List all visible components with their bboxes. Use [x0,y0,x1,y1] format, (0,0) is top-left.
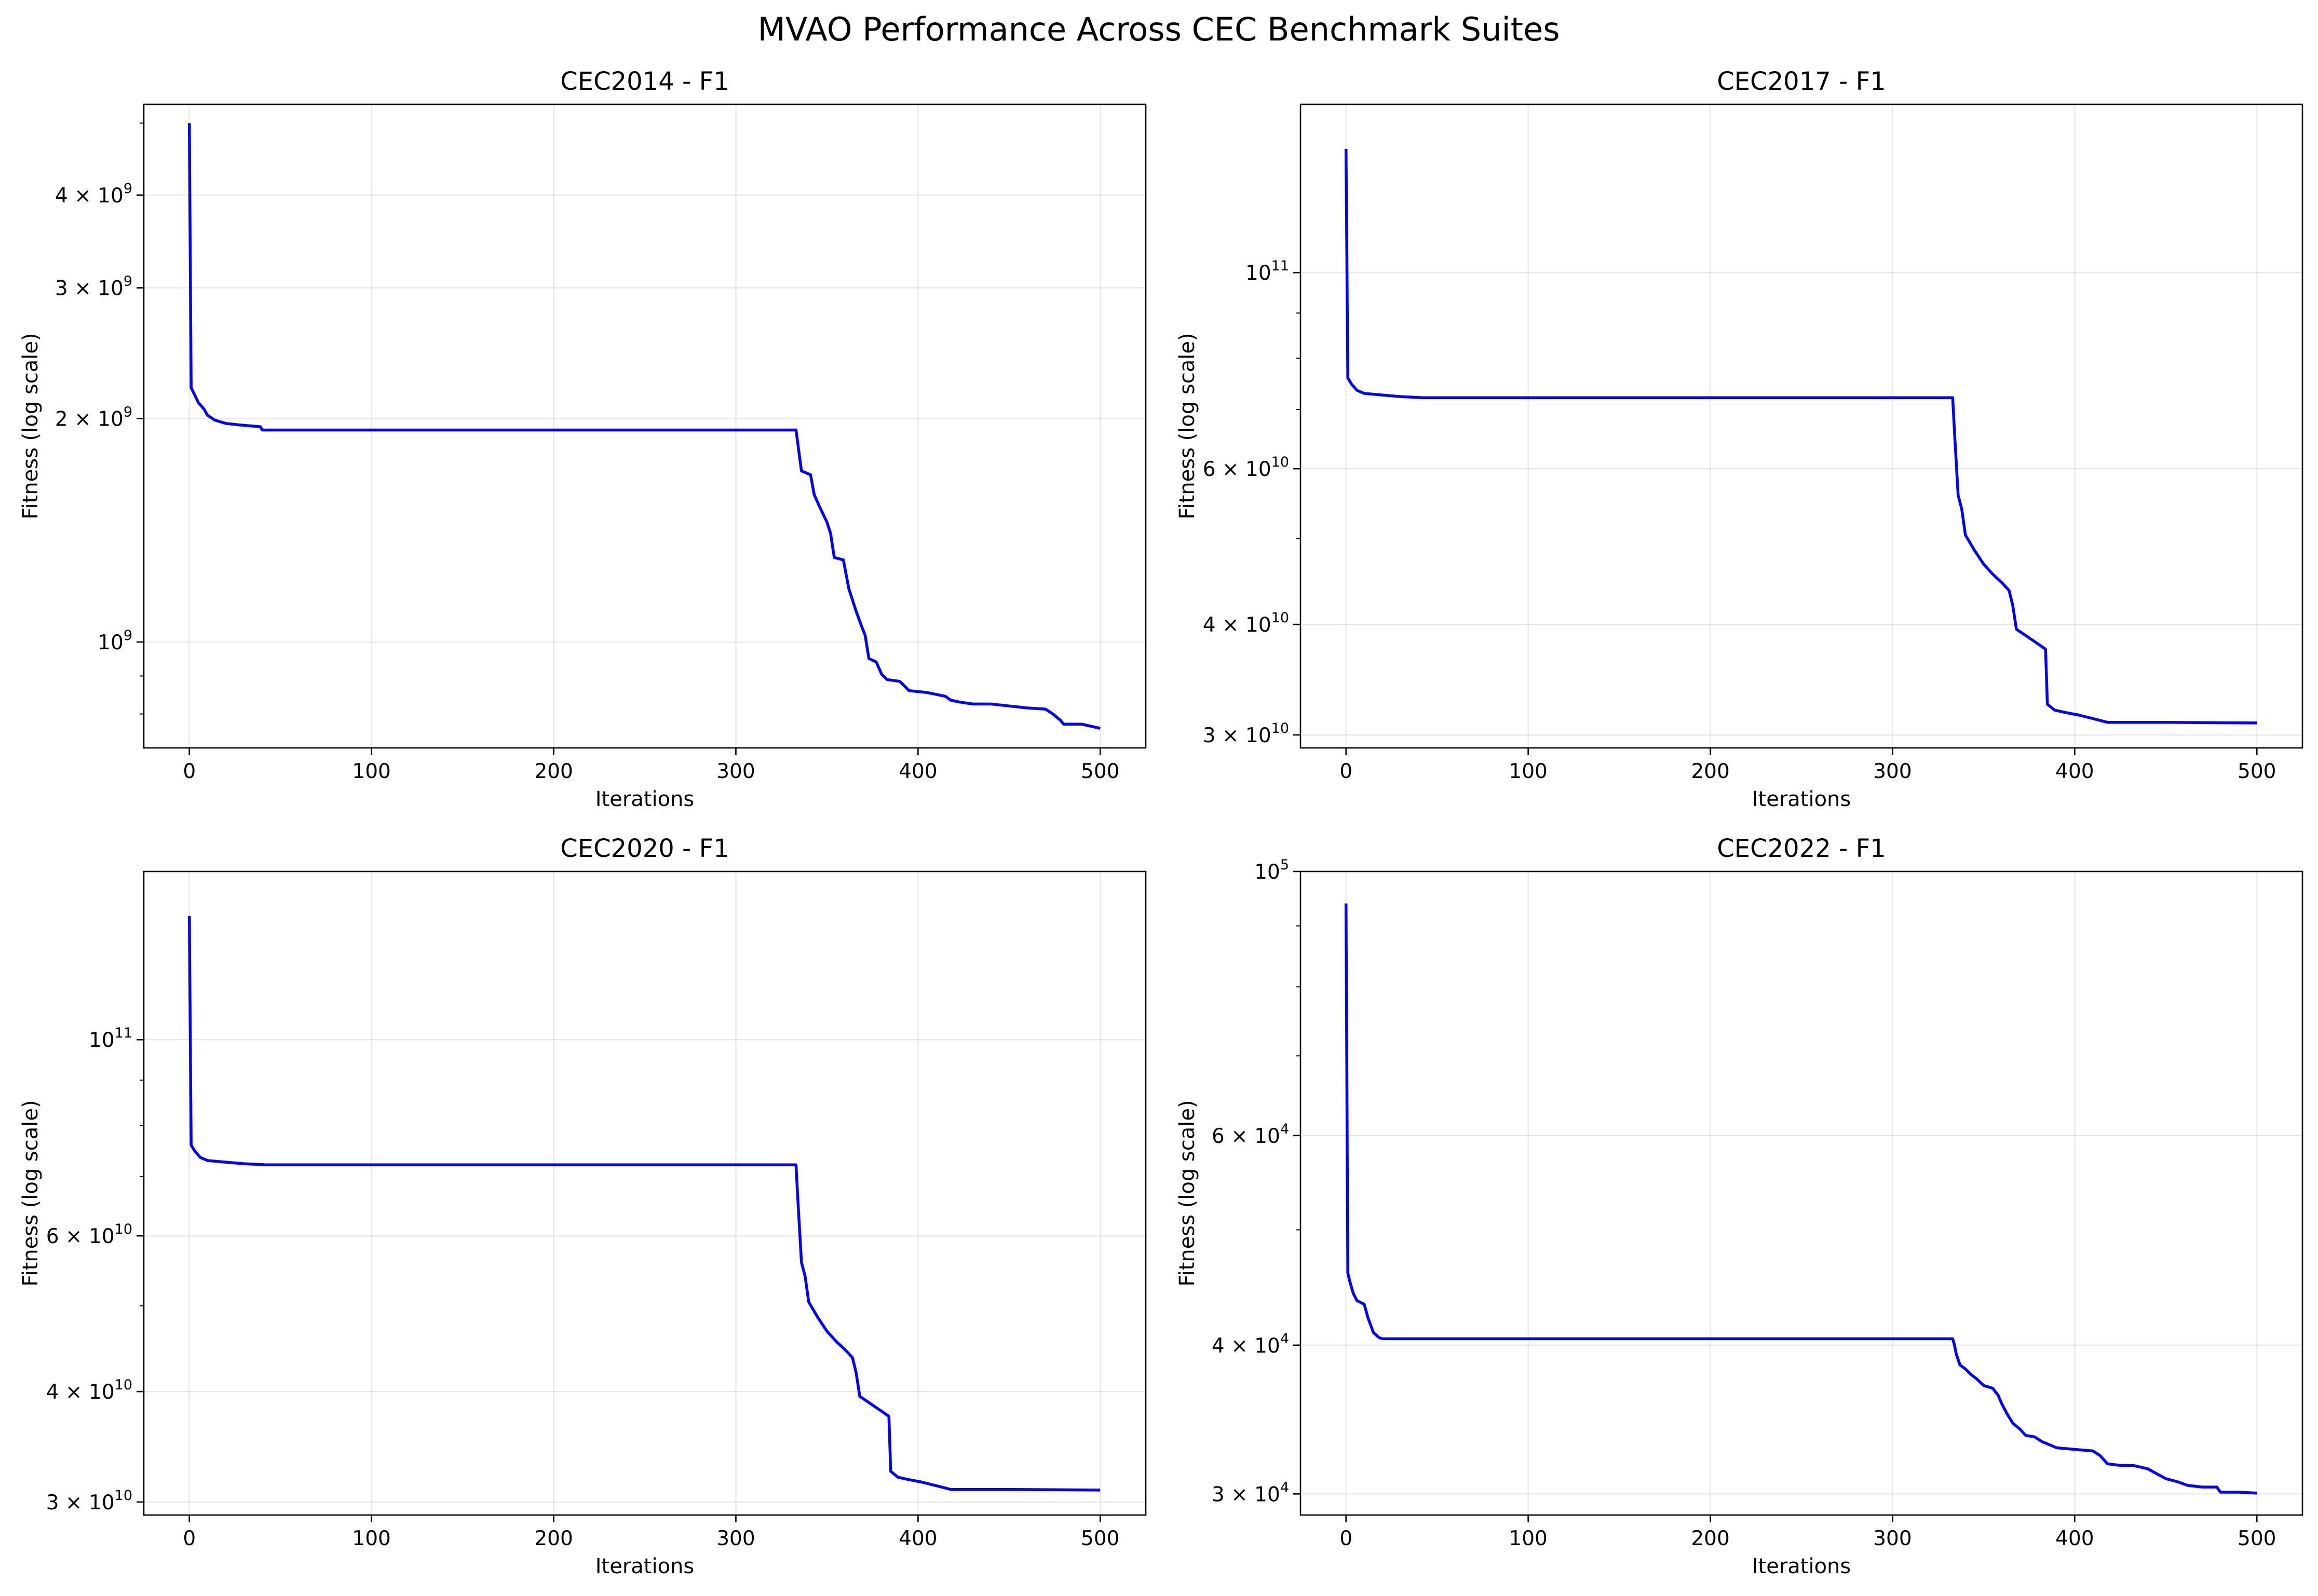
y-tick-label: 1011 [89,1025,132,1052]
x-tick-label: 0 [1339,1527,1352,1550]
y-tick-label: 3 × 1010 [1203,720,1289,747]
x-tick-label: 300 [1873,760,1912,783]
y-tick-label: 3 × 109 [55,274,132,301]
x-tick-label: 500 [1081,1527,1119,1550]
panel-title: CEC2022 - F1 [1717,834,1886,863]
y-axis-label: Fitness (log scale) [19,333,43,519]
x-tick-label: 300 [1873,1527,1912,1550]
y-tick-label: 4 × 1010 [46,1377,132,1404]
panel-3: 0 100 200 300 400 500 3 × 1010 4 × 1010 6 × 1010… [19,834,1147,1578]
panel-1: 0 100 200 300 400 500 109 2 × 109 3 × 109 4 × 109… [19,67,1147,811]
x-tick-label: 100 [1509,760,1547,783]
series-line [187,123,1101,730]
x-tick-label: 500 [1081,760,1119,783]
x-tick-label: 400 [2055,760,2094,783]
series-line [1344,148,2257,725]
plot-frame [143,870,1147,1516]
x-tick-label: 500 [2238,1527,2276,1550]
x-tick-label: 200 [1691,1527,1729,1550]
y-tick-label: 3 × 104 [1212,1479,1289,1506]
series-line [1344,903,2257,1495]
y-tick-label: 4 × 1010 [1203,610,1289,637]
series-line [187,916,1101,1492]
panel-title: CEC2020 - F1 [560,834,729,863]
y-tick-label: 6 × 1010 [1203,454,1289,481]
x-axis-label: Iterations [1752,1554,1851,1578]
y-tick-label: 4 × 104 [1212,1331,1289,1358]
x-tick-label: 400 [899,1527,937,1550]
x-tick-label: 200 [534,1527,573,1550]
x-tick-label: 300 [716,760,755,783]
y-axis-label: Fitness (log scale) [1175,1100,1199,1286]
x-tick-label: 0 [183,1527,196,1550]
x-tick-label: 300 [716,1527,755,1550]
panel-4: 0 100 200 300 400 500 3 × 104 4 × 104 6 × 104 105… [1175,834,2303,1578]
y-tick-label: 105 [1254,857,1289,884]
panel-title: CEC2017 - F1 [1717,67,1886,96]
y-axis-label: Fitness (log scale) [19,1100,43,1286]
y-axis-label: Fitness (log scale) [1175,333,1199,519]
y-tick-label: 109 [98,628,132,654]
x-tick-label: 500 [2238,760,2276,783]
x-axis-label: Iterations [595,1554,695,1578]
panel-title: CEC2014 - F1 [560,67,729,96]
y-tick-label: 3 × 1010 [46,1488,132,1515]
x-tick-label: 100 [1509,1527,1547,1550]
y-tick-label: 6 × 104 [1212,1121,1289,1148]
x-tick-label: 200 [1691,760,1729,783]
x-axis-label: Iterations [595,787,695,811]
plot-frame [143,103,1147,749]
x-tick-label: 100 [352,760,390,783]
panel-2: 0 100 200 300 400 500 3 × 1010 4 × 1010 6 × 1010… [1175,67,2303,811]
x-tick-label: 100 [352,1527,390,1550]
x-tick-label: 200 [534,760,573,783]
plot-frame [1299,870,2303,1516]
x-tick-label: 0 [1339,760,1352,783]
y-tick-label: 4 × 109 [55,181,132,208]
x-tick-label: 400 [2055,1527,2094,1550]
figure-suptitle: MVAO Performance Across CEC Benchmark Su… [757,10,1560,48]
y-tick-label: 1011 [1245,258,1289,285]
x-axis-label: Iterations [1752,787,1851,811]
y-tick-label: 2 × 109 [55,404,132,431]
y-tick-label: 6 × 1010 [46,1221,132,1248]
x-tick-label: 0 [183,760,196,783]
x-tick-label: 400 [899,760,937,783]
plot-frame [1299,103,2303,749]
